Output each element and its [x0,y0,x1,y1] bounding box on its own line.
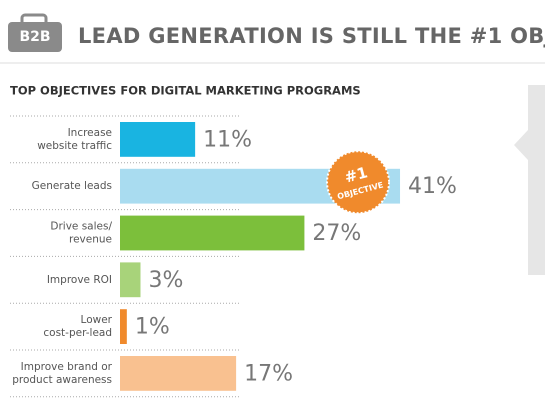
bar [120,262,141,298]
value-label: 11% [203,127,252,152]
briefcase-icon: B2B [8,13,62,52]
category-line: website traffic [37,140,112,152]
category-line: Improve brand or [21,361,113,373]
category-line: Drive sales/ [50,221,112,233]
category-label: Increase website traffic [37,127,112,152]
category-label: Generate leads [32,180,112,192]
bar [120,122,196,157]
badge-circle [332,156,385,209]
bar [120,356,237,391]
category-line: product awareness [12,374,112,386]
plot: Increase website traffic 11% Generate leads… [10,115,457,398]
category-line: cost-per-lead [43,327,112,339]
category-label: Improve ROI [47,274,112,286]
value-label: 17% [244,361,293,386]
badge-text: B2B [19,29,50,45]
category-label: Lower cost-per-lead [43,314,112,339]
value-label: 27% [312,221,361,246]
category-label: Drive sales/revenue [50,221,112,246]
bar [120,215,305,251]
chart-subtitle: TOP OBJECTIVES FOR DIGITAL MARKETING PRO… [10,84,361,98]
value-label: 41% [408,174,457,199]
category-line: Generate leads [32,180,112,192]
side-tab [514,85,545,275]
category-label: Improve brand or product awareness [12,361,112,386]
value-label: 3% [148,268,183,293]
category-line: Increase [68,127,112,139]
category-line: Lower [81,314,113,326]
value-label: 1% [135,315,170,340]
page-title: LEAD GENERATION IS STILL THE #1 OBJECTIV… [78,24,545,48]
badge-number: #1 [343,163,370,186]
category-line: revenue [69,234,112,246]
category-line: Improve ROI [47,274,112,286]
bar [120,309,127,344]
